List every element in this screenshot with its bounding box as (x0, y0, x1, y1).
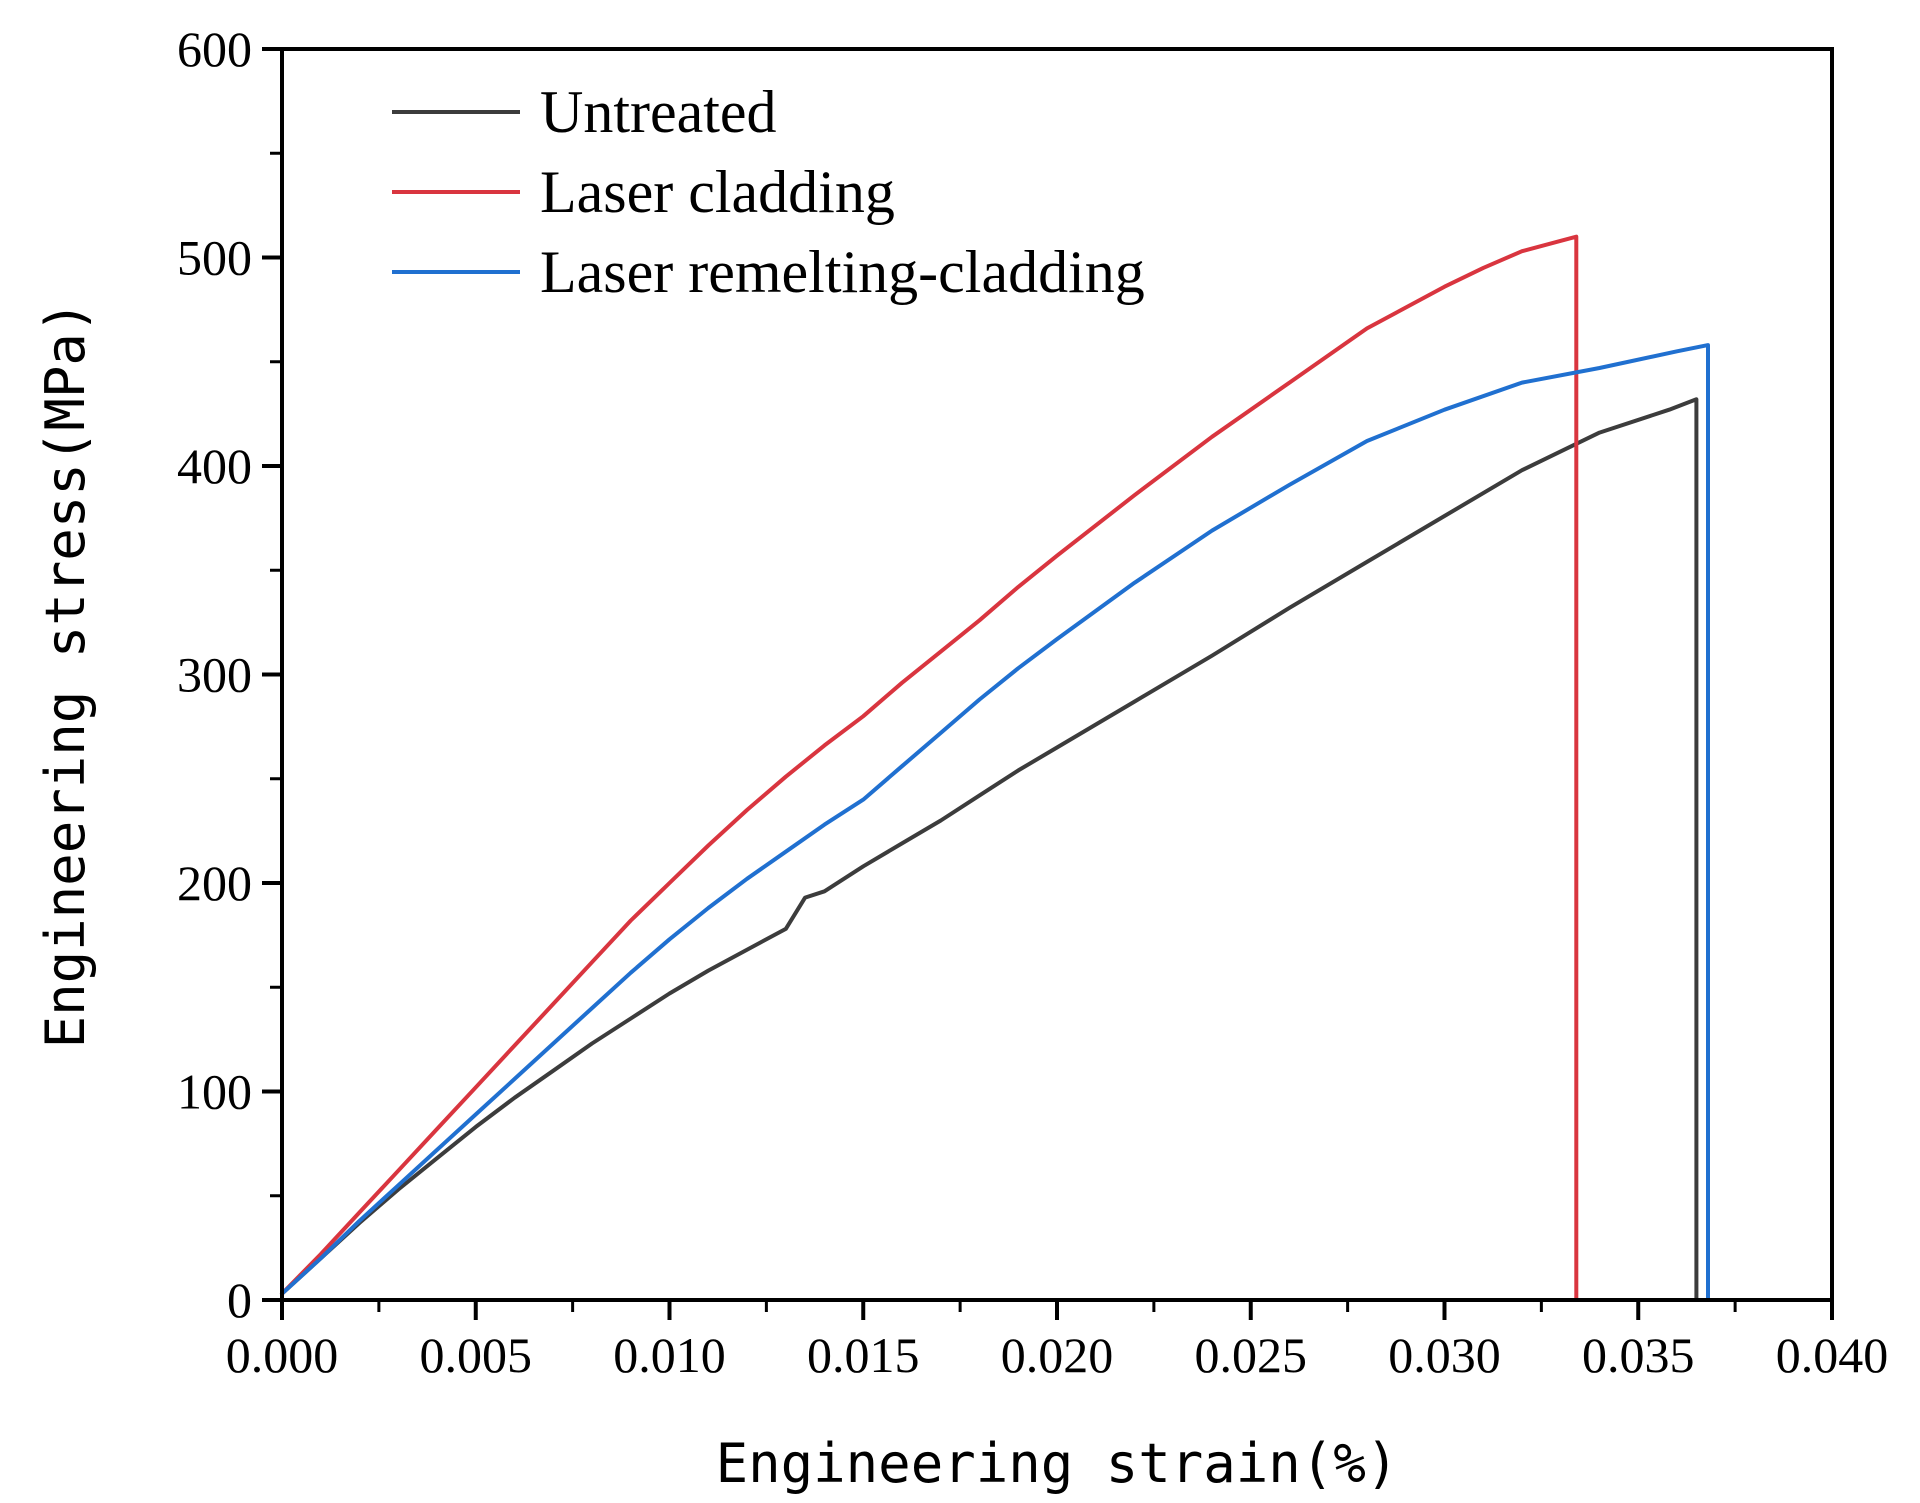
legend-label: Untreated (540, 79, 777, 145)
series-layer (280, 234, 1710, 1302)
legend: Untreated Laser cladding Laser remelting-c… (392, 79, 1145, 305)
y-tick-label: 500 (177, 230, 252, 286)
x-tick-label: 0.040 (1776, 1327, 1889, 1383)
y-tick-label: 600 (177, 21, 252, 77)
y-tick-label: 400 (177, 438, 252, 494)
legend-label: Laser cladding (540, 159, 895, 225)
y-tick-label: 300 (177, 647, 252, 703)
x-tick-label: 0.020 (1001, 1327, 1114, 1383)
ticks-layer: 0.000 0.005 0.010 0.015 0.020 0.025 0.030 0.035… (177, 21, 1888, 1383)
x-tick-label: 0.010 (613, 1327, 726, 1383)
series-line-untreated (280, 397, 1699, 1302)
y-tick-label: 200 (177, 855, 252, 911)
x-tick-label: 0.035 (1582, 1327, 1695, 1383)
series-line-laser-remelting-cladding (280, 343, 1710, 1302)
y-tick-label: 100 (177, 1064, 252, 1120)
x-axis-title: Engineering strain(%) (716, 1432, 1399, 1495)
y-tick-label: 0 (227, 1272, 252, 1328)
x-tick-label: 0.000 (226, 1327, 339, 1383)
x-tick-label: 0.015 (807, 1327, 920, 1383)
x-tick-label: 0.005 (420, 1327, 533, 1383)
x-tick-label: 0.030 (1388, 1327, 1501, 1383)
x-tick-label: 0.025 (1195, 1327, 1308, 1383)
legend-label: Laser remelting-cladding (540, 239, 1145, 305)
y-axis-title: Engineering stress(MPa) (34, 301, 97, 1049)
series-line-laser-cladding (280, 234, 1579, 1302)
